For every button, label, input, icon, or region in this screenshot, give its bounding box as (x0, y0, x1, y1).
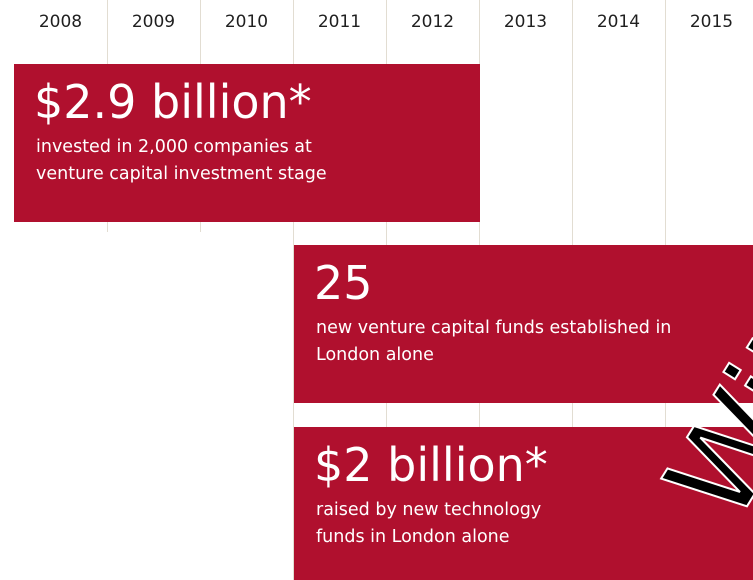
stat-headline: $2 billion* (314, 438, 548, 492)
year-label: 2015 (689, 12, 734, 32)
year-label: 2010 (224, 12, 269, 32)
column-divider (293, 0, 294, 580)
year-label: 2008 (38, 12, 83, 32)
stat-panel: $2 billion* raised by new technology fund… (294, 427, 753, 580)
year-label: 2011 (317, 12, 362, 32)
year-label: 2014 (596, 12, 641, 32)
year-label: 2012 (410, 12, 455, 32)
stat-description: raised by new technology funds in London… (316, 500, 542, 547)
stat-headline: 25 (314, 256, 373, 310)
year-label: 2013 (503, 12, 548, 32)
stat-panel: $2.9 billion* invested in 2,000 companies… (14, 64, 480, 222)
year-label: 2009 (131, 12, 176, 32)
stat-description: invested in 2,000 companies at venture c… (36, 137, 327, 184)
stat-description: new venture capital funds established in… (316, 318, 672, 365)
stat-headline: $2.9 billion* (34, 75, 312, 129)
stat-panel: 25 new venture capital funds established … (294, 245, 753, 403)
